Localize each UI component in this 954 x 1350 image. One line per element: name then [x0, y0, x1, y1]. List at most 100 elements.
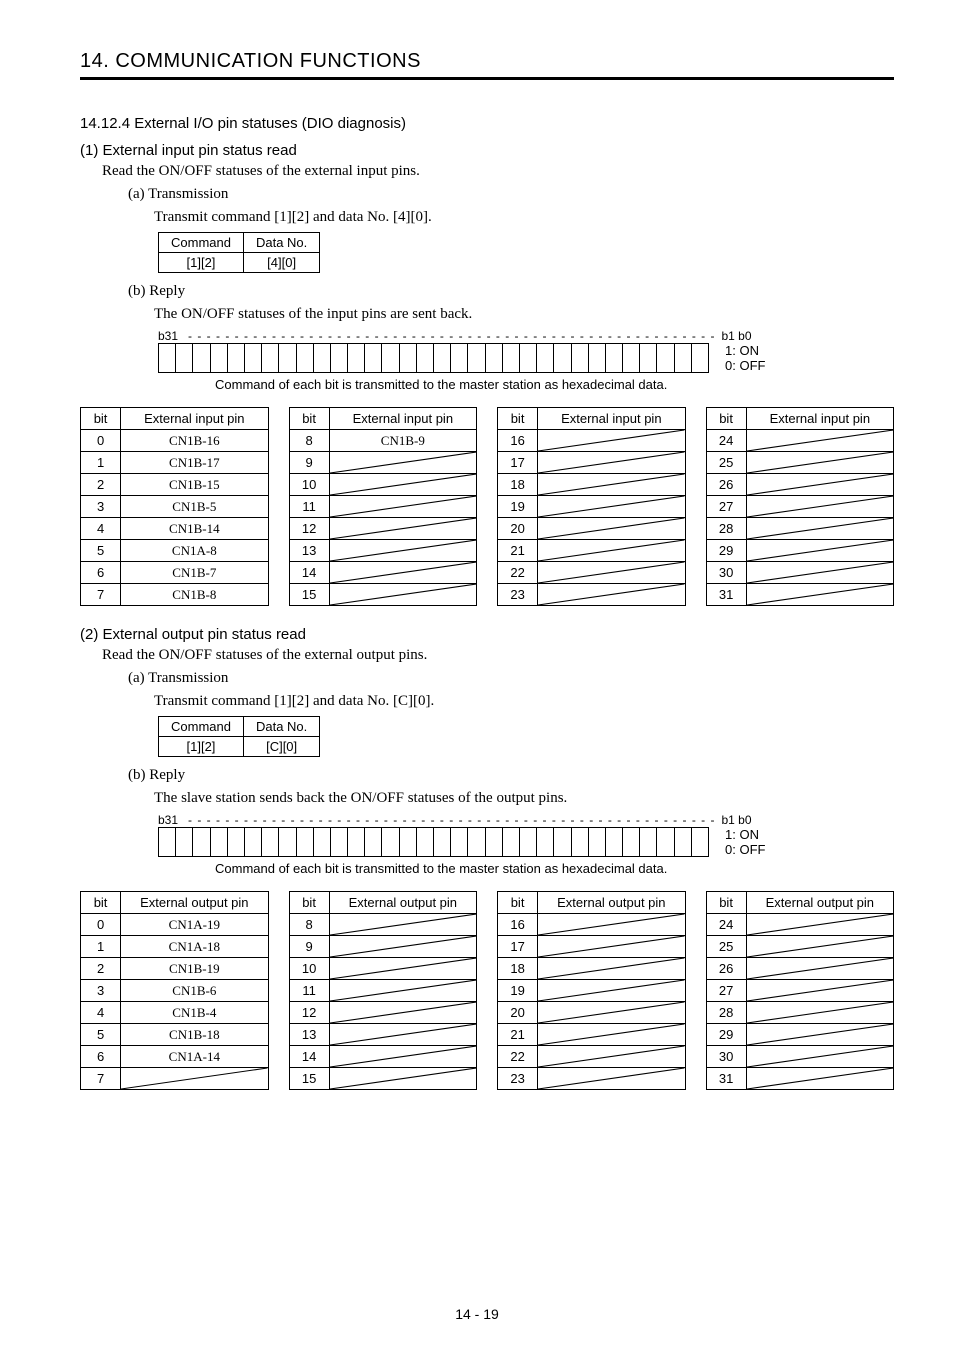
section1-heading: (1) External input pin status read: [80, 142, 894, 159]
bit-box: [348, 828, 365, 856]
pin-empty-cell: [329, 1024, 476, 1046]
legend-off: 0: OFF: [725, 358, 765, 373]
pin-bit-cell: 9: [289, 452, 329, 474]
pin-bit-cell: 17: [498, 452, 538, 474]
bit-box: [382, 828, 399, 856]
pin-bit-cell: 9: [289, 936, 329, 958]
pin-empty-cell: [329, 1046, 476, 1068]
bit-box: [211, 344, 228, 372]
pin-bit-cell: 28: [706, 518, 746, 540]
pin-empty-cell: [746, 958, 893, 980]
bit-box: [503, 344, 520, 372]
bit-label-b31: b31: [158, 329, 188, 343]
pin-empty-cell: [538, 914, 685, 936]
bit-box: [468, 828, 485, 856]
pin-bit-cell: 25: [706, 452, 746, 474]
pin-header-name: External output pin: [538, 892, 685, 914]
pin-name-cell: CN1B-5: [121, 496, 268, 518]
pin-header-bit: bit: [289, 408, 329, 430]
section1-pin-tables: bitExternal input pin0CN1B-161CN1B-172CN…: [80, 407, 894, 606]
pin-empty-cell: [538, 496, 685, 518]
bit-box: [382, 344, 399, 372]
bit-box: [262, 344, 279, 372]
pin-empty-cell: [121, 1068, 268, 1090]
bit-box: [572, 828, 589, 856]
bit-box: [692, 344, 709, 372]
bit-box: [451, 344, 468, 372]
pin-bit-cell: 1: [81, 936, 121, 958]
pin-bit-cell: 7: [81, 1068, 121, 1090]
pin-header-name: External output pin: [746, 892, 893, 914]
pin-empty-cell: [329, 584, 476, 606]
bit-box: [331, 344, 348, 372]
bit-box: [692, 828, 709, 856]
pin-bit-cell: 18: [498, 474, 538, 496]
section1-desc: Read the ON/OFF statuses of the external…: [102, 163, 894, 180]
pin-header-name: External input pin: [121, 408, 268, 430]
cmd-cell: [1][2]: [159, 737, 244, 757]
pin-bit-cell: 2: [81, 474, 121, 496]
pin-bit-cell: 24: [706, 914, 746, 936]
cmd-header: Command: [159, 717, 244, 737]
pin-name-cell: CN1A-14: [121, 1046, 268, 1068]
pin-bit-cell: 31: [706, 1068, 746, 1090]
pin-bit-cell: 15: [289, 584, 329, 606]
legend-on: 1: ON: [725, 827, 765, 842]
page-number: 14 - 19: [0, 1306, 954, 1322]
bit-box: [468, 344, 485, 372]
bit-box: [537, 344, 554, 372]
pin-bit-cell: 21: [498, 540, 538, 562]
pin-bit-cell: 29: [706, 540, 746, 562]
bit-box: [331, 828, 348, 856]
pin-name-cell: CN1B-16: [121, 430, 268, 452]
bit-box: [554, 828, 571, 856]
pin-empty-cell: [538, 1068, 685, 1090]
pin-bit-cell: 26: [706, 958, 746, 980]
pin-header-name: External output pin: [329, 892, 476, 914]
section2-bit-diagram: b31 - - - - - - - - - - - - - - - - - - …: [158, 813, 894, 857]
pin-bit-cell: 14: [289, 1046, 329, 1068]
pin-empty-cell: [538, 980, 685, 1002]
pin-name-cell: CN1B-15: [121, 474, 268, 496]
pin-header-bit: bit: [706, 892, 746, 914]
pin-empty-cell: [746, 914, 893, 936]
pin-bit-cell: 30: [706, 1046, 746, 1068]
section1-bit-diagram: b31 - - - - - - - - - - - - - - - - - - …: [158, 329, 894, 373]
pin-name-cell: CN1B-4: [121, 1002, 268, 1024]
pin-empty-cell: [538, 584, 685, 606]
bit-box: [675, 344, 692, 372]
bit-box: [159, 344, 176, 372]
section1-bit-note: Command of each bit is transmitted to th…: [215, 377, 894, 393]
pin-name-cell: CN1B-19: [121, 958, 268, 980]
bit-box: [228, 344, 245, 372]
bit-box: [520, 828, 537, 856]
bit-box: [365, 828, 382, 856]
pin-bit-cell: 15: [289, 1068, 329, 1090]
section1-a-desc: Transmit command [1][2] and data No. [4]…: [154, 209, 894, 226]
bit-box: [451, 828, 468, 856]
pin-bit-cell: 27: [706, 980, 746, 1002]
pin-empty-cell: [746, 1002, 893, 1024]
pin-header-bit: bit: [498, 892, 538, 914]
pin-name-cell: CN1B-6: [121, 980, 268, 1002]
pin-bit-cell: 12: [289, 518, 329, 540]
pin-bit-cell: 20: [498, 1002, 538, 1024]
pin-header-name: External input pin: [746, 408, 893, 430]
bit-box: [434, 344, 451, 372]
pin-bit-cell: 27: [706, 496, 746, 518]
pin-table: bitExternal output pin89101112131415: [289, 891, 478, 1090]
pin-table: bitExternal output pin2425262728293031: [706, 891, 895, 1090]
pin-bit-cell: 5: [81, 1024, 121, 1046]
pin-table: bitExternal output pin0CN1A-191CN1A-182C…: [80, 891, 269, 1090]
pin-bit-cell: 26: [706, 474, 746, 496]
pin-name-cell: CN1B-18: [121, 1024, 268, 1046]
pin-header-bit: bit: [498, 408, 538, 430]
pin-bit-cell: 29: [706, 1024, 746, 1046]
pin-empty-cell: [746, 1024, 893, 1046]
pin-bit-cell: 1: [81, 452, 121, 474]
pin-empty-cell: [746, 518, 893, 540]
pin-empty-cell: [538, 562, 685, 584]
pin-empty-cell: [329, 936, 476, 958]
bit-box: [400, 344, 417, 372]
pin-empty-cell: [538, 452, 685, 474]
